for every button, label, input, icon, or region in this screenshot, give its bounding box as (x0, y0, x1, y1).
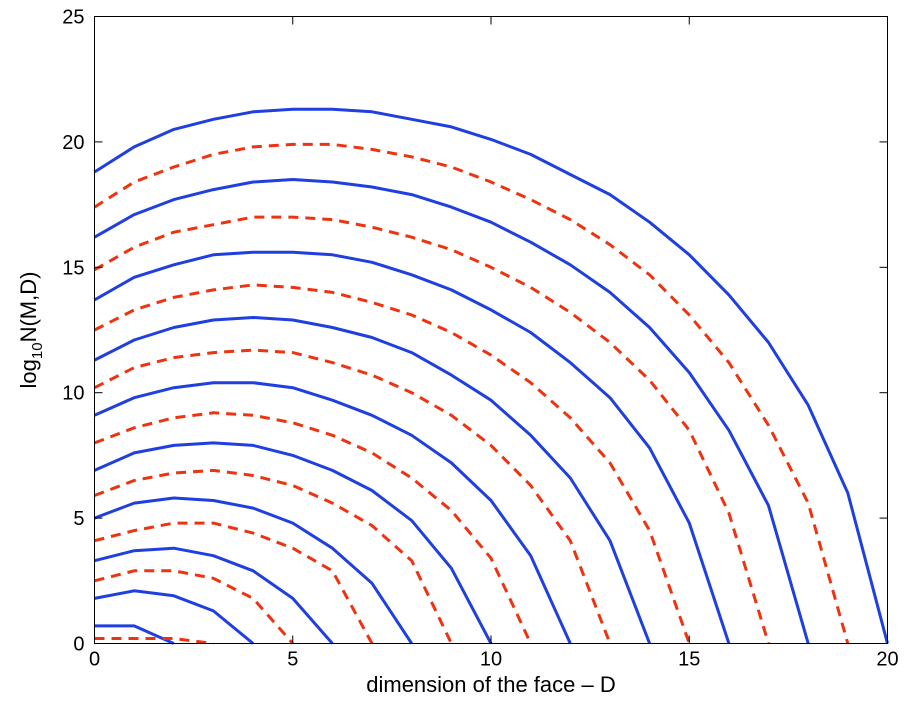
series-line-15 (93, 250, 731, 644)
series-line-11 (93, 381, 572, 645)
series-line-18 (93, 142, 850, 644)
series-line-17 (93, 178, 810, 644)
ticks-layer (94, 16, 888, 644)
tick-labels: 0 5 10 15 20 0 5 10 15 20 25 (62, 7, 898, 671)
y-tick-label-3: 15 (62, 257, 84, 279)
series-line-14 (93, 283, 691, 644)
series-line-12 (93, 348, 612, 645)
x-tick-label-4: 20 (876, 649, 898, 671)
y-tick-label-0: 0 (73, 634, 84, 656)
x-axis-label: dimension of the face – D (366, 672, 615, 697)
y-axis-label-rest: N(M,D) (16, 272, 41, 343)
x-tick-label-2: 10 (480, 649, 502, 671)
series-line-19 (93, 107, 889, 644)
y-tick-label-2: 10 (62, 383, 84, 405)
y-axis-label-base: log (16, 359, 41, 388)
series-line-9 (93, 441, 493, 645)
y-tick-label-1: 5 (73, 508, 84, 530)
series-line-2 (94, 637, 214, 645)
x-tick-label-0: 0 (89, 649, 100, 671)
series-line-5 (94, 546, 334, 645)
y-tick-label-4: 20 (62, 132, 84, 154)
series-line-10 (93, 411, 533, 645)
y-tick-label-5: 25 (62, 7, 84, 29)
series-line-4 (94, 569, 294, 645)
series-layer (93, 107, 889, 645)
y-axis-label: log10N(M,D) (16, 272, 46, 389)
series-line-13 (93, 316, 651, 645)
series-line-1 (94, 624, 175, 645)
plot-frame (94, 16, 888, 644)
series-line-7 (93, 496, 413, 645)
series-line-8 (93, 468, 453, 645)
series-line-3 (94, 589, 255, 645)
series-line-16 (93, 215, 770, 644)
y-axis-label-sub: 10 (29, 342, 46, 359)
x-tick-label-1: 5 (287, 649, 298, 671)
series-line-6 (94, 521, 374, 645)
x-tick-label-3: 15 (678, 649, 700, 671)
